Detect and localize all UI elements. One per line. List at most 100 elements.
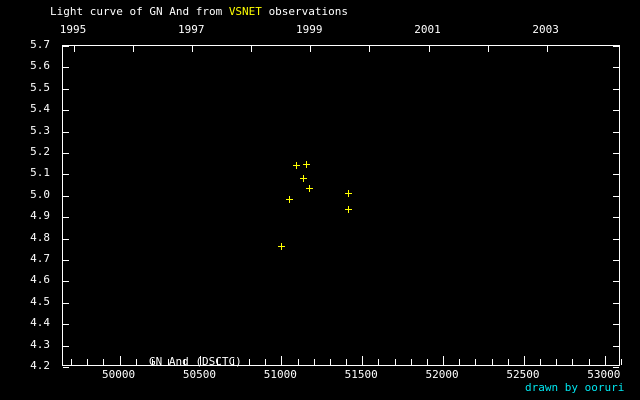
x-tick-label: 52000 xyxy=(425,368,459,381)
x-tick-label: 50500 xyxy=(182,368,217,381)
top-axis-year-tick xyxy=(192,46,193,52)
y-tick xyxy=(63,324,69,325)
y-tick xyxy=(63,217,69,218)
chart-title: Light curve of GN And from VSNET observa… xyxy=(50,5,348,18)
x-tick-major xyxy=(200,356,201,365)
x-tick-minor xyxy=(459,359,460,365)
x-tick-minor xyxy=(475,359,476,365)
y-tick-right xyxy=(613,260,619,261)
y-tick-label: 4.5 xyxy=(30,295,50,308)
x-tick-minor xyxy=(217,359,218,365)
x-tick-minor xyxy=(103,359,104,365)
plot-area: GN And (DSCTC) xyxy=(62,45,622,368)
top-axis-year-tick xyxy=(488,46,489,52)
top-axis-year-tick xyxy=(547,46,548,52)
y-tick-label: 5.7 xyxy=(30,38,50,51)
top-axis-year-tick xyxy=(429,46,430,52)
y-tick-right xyxy=(613,196,619,197)
y-tick-label: 4.7 xyxy=(30,252,50,265)
y-tick-right xyxy=(613,324,619,325)
y-tick-label: 4.4 xyxy=(30,316,50,329)
chart-title-post: observations xyxy=(268,5,349,18)
x-tick-major xyxy=(281,356,282,365)
top-axis-year-label: 1997 xyxy=(177,23,205,36)
top-axis-year-label: 1995 xyxy=(59,23,87,36)
y-tick-label: 4.8 xyxy=(30,231,50,244)
x-tick-major xyxy=(362,356,363,365)
top-axis-year-label: 2003 xyxy=(532,23,559,36)
y-tick-right xyxy=(613,89,619,90)
x-tick-minor xyxy=(71,359,72,365)
credit-text: drawn by ooruri xyxy=(525,381,625,394)
y-tick-right xyxy=(613,174,619,175)
top-axis-year-tick xyxy=(74,46,75,52)
series-annotation-label: GN And (DSCTC) xyxy=(149,355,242,368)
x-tick-minor xyxy=(378,359,379,365)
x-tick-minor xyxy=(395,359,396,365)
y-axis-labels: 4.2 4.3 4.4 4.5 4.6 4.7 4.8 4.9 5.0 5.1 5.2 5.3 5.4 5… xyxy=(0,39,58,371)
top-axis-year-label: 1999 xyxy=(296,23,323,36)
x-tick-minor xyxy=(589,359,590,365)
y-tick-label: 4.9 xyxy=(30,209,50,222)
x-tick-minor xyxy=(168,359,169,365)
x-tick-minor xyxy=(233,359,234,365)
y-tick xyxy=(63,196,69,197)
x-tick-major xyxy=(524,356,525,365)
y-tick-right xyxy=(613,239,619,240)
y-tick-label: 4.6 xyxy=(30,273,50,286)
x-tick-minor xyxy=(184,359,185,365)
y-tick-label: 5.4 xyxy=(30,102,50,115)
y-tick-label: 5.1 xyxy=(30,166,50,179)
y-tick xyxy=(63,303,69,304)
y-tick xyxy=(63,367,69,368)
x-tick-minor xyxy=(427,359,428,365)
y-tick-label: 4.2 xyxy=(30,359,50,372)
top-axis-year-tick xyxy=(310,46,311,52)
x-tick-label: 52500 xyxy=(506,368,540,381)
x-tick-minor xyxy=(411,359,412,365)
data-point-marker xyxy=(344,205,352,213)
y-tick-right xyxy=(613,281,619,282)
x-tick-label: 51500 xyxy=(344,368,378,381)
x-tick-major xyxy=(605,356,606,365)
y-tick-label: 5.5 xyxy=(30,81,50,94)
x-tick-minor xyxy=(314,359,315,365)
x-axis-labels: 50000 50500 51000 51500 52000 52500 53000 xyxy=(0,368,640,384)
y-tick-label: 5.0 xyxy=(30,188,50,201)
y-tick-label: 4.3 xyxy=(30,338,50,351)
y-tick xyxy=(63,67,69,68)
y-tick-right xyxy=(613,217,619,218)
x-tick-minor xyxy=(136,359,137,365)
x-tick-minor xyxy=(330,359,331,365)
top-axis-year-tick xyxy=(251,46,252,52)
data-point-marker xyxy=(344,189,352,197)
y-tick xyxy=(63,153,69,154)
x-tick-label: 51000 xyxy=(263,368,297,381)
x-tick-minor xyxy=(298,359,299,365)
x-tick-major xyxy=(443,356,444,365)
x-tick-minor xyxy=(249,359,250,365)
data-point-marker xyxy=(285,196,293,203)
x-tick-minor xyxy=(152,359,153,365)
chart-title-pre: Light curve of GN And from xyxy=(50,5,223,18)
top-axis-year-tick xyxy=(369,46,370,52)
y-tick xyxy=(63,174,69,175)
x-tick-minor xyxy=(492,359,493,365)
x-tick-minor xyxy=(265,359,266,365)
chart-title-vsnet: VSNET xyxy=(228,5,262,18)
y-tick xyxy=(63,132,69,133)
y-tick xyxy=(63,110,69,111)
x-tick-label: 53000 xyxy=(587,368,621,381)
y-tick xyxy=(63,260,69,261)
y-tick-right xyxy=(613,346,619,347)
data-point-marker xyxy=(302,160,310,168)
x-tick-minor xyxy=(621,359,622,365)
data-point-marker xyxy=(299,174,307,182)
top-axis-year-tick xyxy=(133,46,134,52)
y-tick xyxy=(63,89,69,90)
x-tick-minor xyxy=(556,359,557,365)
y-tick-right xyxy=(613,303,619,304)
x-tick-minor xyxy=(508,359,509,365)
data-point-marker xyxy=(278,243,286,251)
y-tick-right xyxy=(613,367,619,368)
